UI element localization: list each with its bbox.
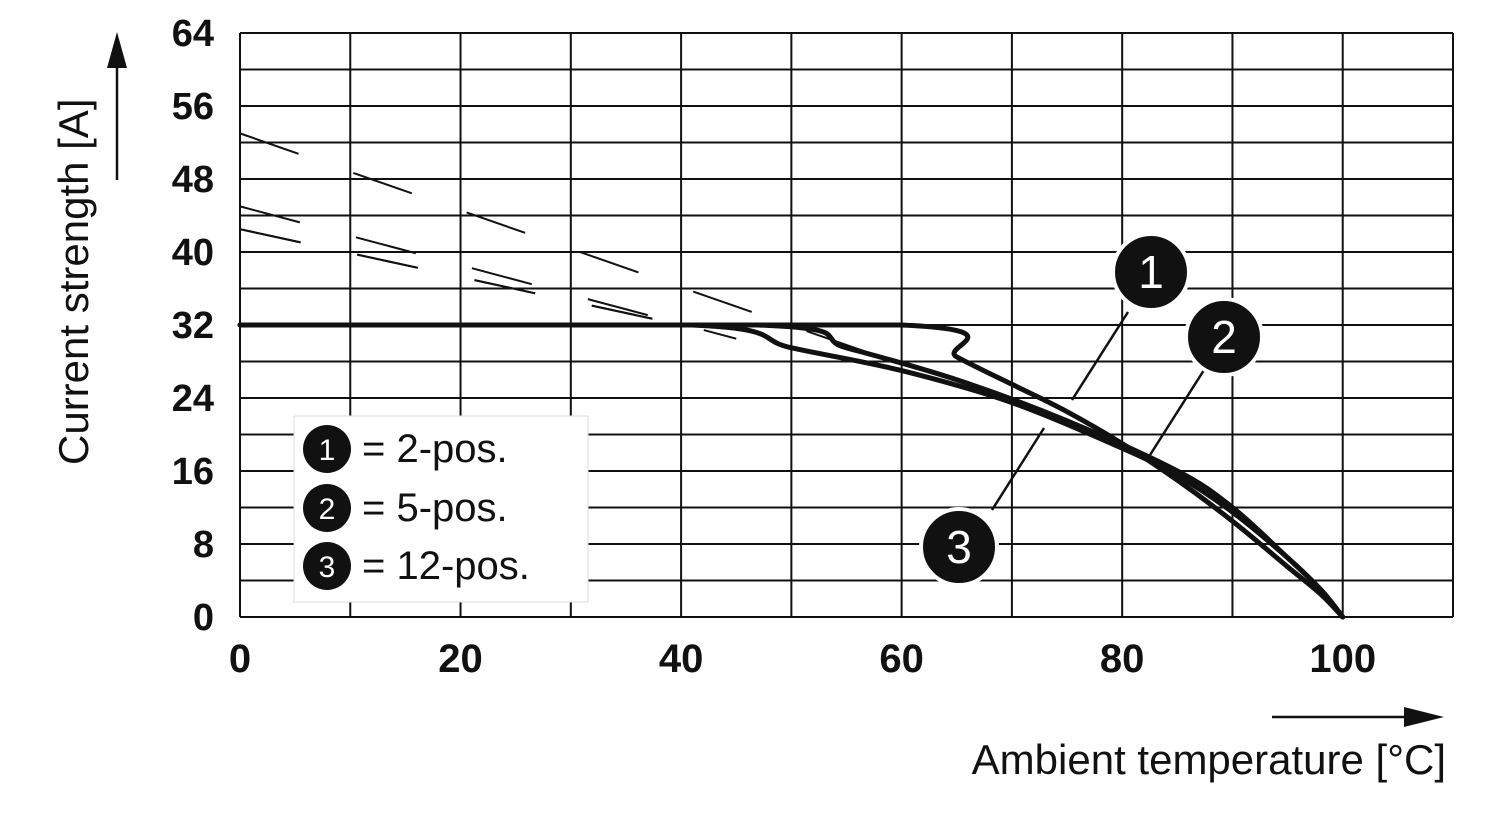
callout-label-3: 3 xyxy=(946,521,972,573)
legend-badge-label-3: 3 xyxy=(319,551,336,584)
y-tick-label: 16 xyxy=(172,451,214,493)
y-tick-label: 40 xyxy=(172,232,214,274)
y-axis-title: Current strength [A] xyxy=(50,99,97,466)
dashed-reference-line xyxy=(239,228,682,326)
series-line-3 xyxy=(237,322,1346,620)
dashed-reference-line xyxy=(239,205,737,340)
series-lines xyxy=(237,322,1346,620)
grid xyxy=(239,32,1454,618)
y-tick-label: 56 xyxy=(172,86,214,128)
y-tick-label: 24 xyxy=(172,378,214,420)
legend-entry-1: = 2-pos. xyxy=(362,427,508,471)
x-tick-label: 80 xyxy=(1100,637,1145,681)
y-tick-label: 48 xyxy=(172,159,214,201)
x-axis-arrow-head xyxy=(1404,707,1444,727)
legend-badge-1 xyxy=(303,425,351,473)
legend-badge-label-1: 1 xyxy=(319,434,336,467)
callout-leader-2 xyxy=(1148,369,1206,456)
legend-badge-label-2: 2 xyxy=(319,493,336,526)
y-tick-label: 64 xyxy=(172,13,214,55)
callout-badge-3 xyxy=(919,507,999,587)
callout-leader-1 xyxy=(1070,311,1130,401)
callout-label-2: 2 xyxy=(1211,311,1237,363)
x-axis-title: Ambient temperature [°C] xyxy=(972,736,1446,783)
y-tick-label: 8 xyxy=(193,524,214,566)
x-tick-label: 20 xyxy=(438,637,483,681)
y-tick-label: 32 xyxy=(172,305,214,347)
y-axis-arrow-head xyxy=(107,32,127,68)
x-tick-label: 0 xyxy=(229,637,251,681)
legend: 1 = 2-pos. 2 = 5-pos. 3 = 12-pos. xyxy=(293,415,589,603)
dashed-reference-lines xyxy=(239,132,902,366)
legend-badge-3 xyxy=(303,542,351,590)
x-tick-label: 60 xyxy=(879,637,924,681)
legend-entry-3: = 12-pos. xyxy=(362,544,530,588)
callout-leader-3 xyxy=(990,427,1046,511)
curve-callouts: 1 2 3 xyxy=(919,232,1264,587)
callout-label-1: 1 xyxy=(1138,246,1164,298)
callout-badge-2 xyxy=(1184,297,1264,377)
callout-badge-1 xyxy=(1111,232,1191,312)
x-tick-label: 40 xyxy=(659,637,704,681)
x-tick-label: 100 xyxy=(1309,637,1376,681)
y-tick-label: 0 xyxy=(193,597,214,639)
legend-entry-2: = 5-pos. xyxy=(362,486,508,530)
legend-badge-2 xyxy=(303,484,351,532)
